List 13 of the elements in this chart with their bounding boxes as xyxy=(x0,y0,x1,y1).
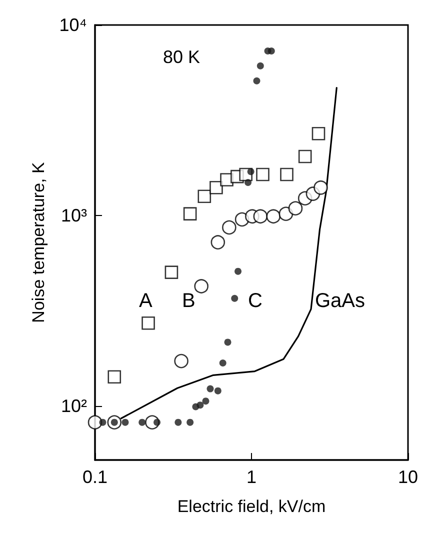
annotation: 80 K xyxy=(163,47,200,67)
annotation: A xyxy=(139,290,153,312)
x-tick-label: 0.1 xyxy=(82,467,108,487)
y-tick-label: 10² xyxy=(60,396,88,416)
annotation: C xyxy=(248,290,262,312)
y-tick-label: 10⁴ xyxy=(59,15,87,35)
x-tick-label: 10 xyxy=(398,467,418,487)
annotation: B xyxy=(182,290,196,312)
y-axis-title: Noise temperature, K xyxy=(29,162,48,323)
y-tick-label: 10³ xyxy=(60,205,88,226)
x-axis-title: Electric field, kV/cm xyxy=(177,497,326,516)
annotation: GaAs xyxy=(315,290,366,312)
x-tick-label: 1 xyxy=(246,467,257,487)
